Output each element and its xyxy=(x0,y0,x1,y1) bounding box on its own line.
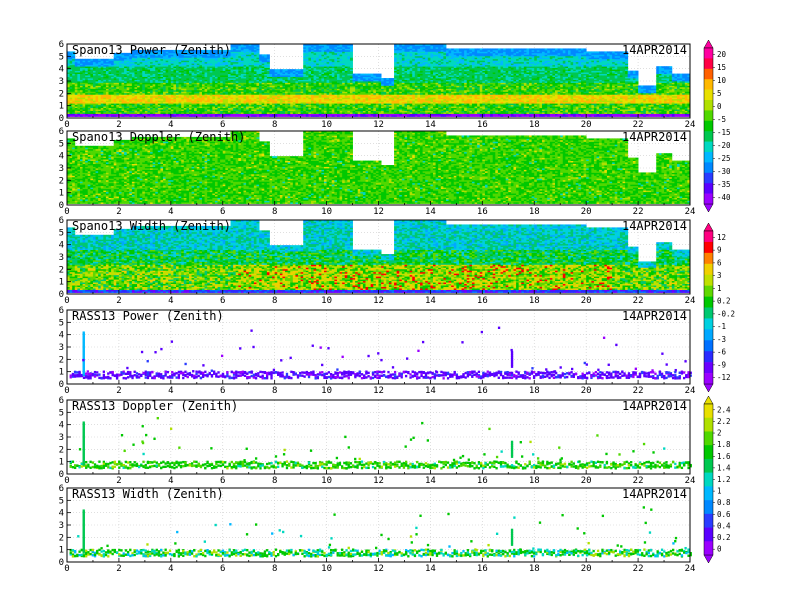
panel-1-cell xyxy=(93,59,96,61)
panel-1-cell xyxy=(80,59,83,61)
panel-1-cell xyxy=(358,74,361,76)
panel-1-cell xyxy=(264,54,267,56)
panel-1-cell xyxy=(83,59,86,61)
panel-1-cell xyxy=(280,69,283,71)
panel-1-cell xyxy=(288,69,291,71)
panel-1-cell xyxy=(293,69,296,71)
panel-1-cell xyxy=(285,69,288,71)
panel-1-cell xyxy=(103,59,106,61)
panel-1-cell xyxy=(98,59,101,61)
panel-1-cell xyxy=(355,74,358,76)
panel-1-cell xyxy=(282,69,285,71)
panel-1-cell xyxy=(75,59,78,61)
panel-1-cell xyxy=(85,59,88,61)
panel-1-cell xyxy=(366,74,369,76)
panel-1-cell xyxy=(77,59,80,61)
panel-1-cell xyxy=(301,69,304,71)
panel-1-cell xyxy=(360,74,363,76)
panel-1-cell xyxy=(267,54,270,56)
panel-1-cell xyxy=(353,74,356,76)
panel-1-cell xyxy=(101,59,104,61)
panel-1-cell xyxy=(111,59,114,61)
panel-1-cell xyxy=(259,54,262,56)
panel-1-cell xyxy=(90,59,93,61)
panel-1-cell xyxy=(88,59,91,61)
panel-1-cell xyxy=(269,69,272,71)
panel-1-cell xyxy=(106,59,109,61)
panel-1-cell xyxy=(272,69,275,71)
panel-1-cell xyxy=(109,59,112,61)
panel-1-cell xyxy=(295,69,298,71)
panel-1-cell xyxy=(277,69,280,71)
panel-1-cell xyxy=(363,74,366,76)
panel-1-cell xyxy=(275,69,278,71)
panel-1-cell xyxy=(290,69,293,71)
panel-1-cell xyxy=(298,69,301,71)
panel-1-cell xyxy=(96,59,99,61)
panel-1-cell xyxy=(262,54,265,56)
